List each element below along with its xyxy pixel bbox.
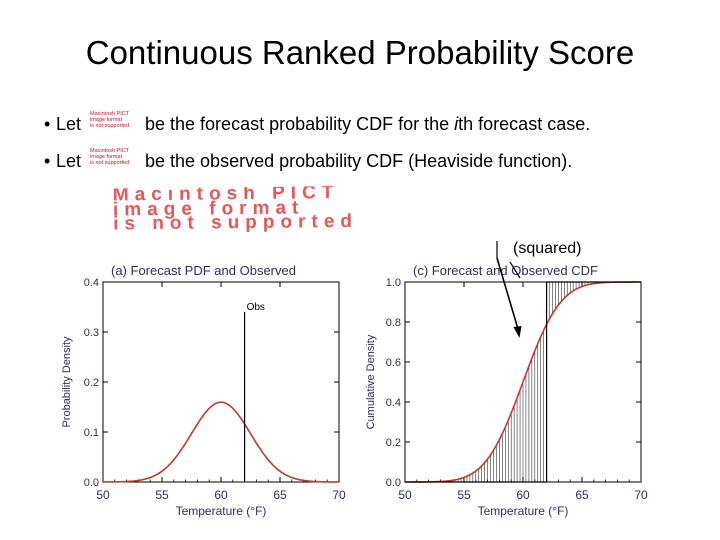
annotation-arrows xyxy=(496,241,522,338)
y-tick-label: 0.2 xyxy=(84,377,99,389)
plot-frame xyxy=(102,281,340,483)
x-tick-label: 55 xyxy=(155,488,169,502)
y-tick-label: 0.1 xyxy=(84,427,99,439)
pict-line: image format xyxy=(90,154,123,160)
annotation-arrow-right xyxy=(509,261,521,279)
y-tick-label: 0.4 xyxy=(386,397,401,409)
observation-label: Obs xyxy=(247,302,265,313)
y-tick-label: 0.6 xyxy=(386,357,401,369)
bullet-observed-cdf: • Let be the observed probability CDF (He… xyxy=(44,151,572,172)
slide-title: Continuous Ranked Probability Score xyxy=(85,34,635,71)
pict-placeholder-image-1: Macintosh PICT image format is not suppo… xyxy=(90,110,146,133)
pict-line: image format xyxy=(90,117,123,123)
bullet-let-text: Let xyxy=(56,151,82,171)
y-tick-label: 0.0 xyxy=(386,477,401,489)
y-tick-label: 0.8 xyxy=(386,317,401,329)
y-tick-label: 0.3 xyxy=(84,327,99,339)
pict-line: Macintosh PICT xyxy=(90,148,130,154)
y-axis-label: Cumulative Density xyxy=(365,334,377,429)
y-tick-label: 0.0 xyxy=(84,477,99,489)
x-tick-label: 60 xyxy=(516,488,530,502)
bullet-description: be the forecast probability CDF for the … xyxy=(145,114,590,135)
forecast-curve xyxy=(103,401,339,483)
chart-forecast-cdf: 50 55 60 65 70 0.0 0.2 0.4 0.6 0.8 1.0 (c) Forecast… xyxy=(365,263,648,518)
pict-line: is not supported xyxy=(90,160,130,166)
y-axis-label: Probability Density xyxy=(61,336,73,428)
bullet-let-text: Let xyxy=(56,114,82,134)
x-axis-label: Temperature (°F) xyxy=(176,504,267,518)
pict-line: Macintosh PICT xyxy=(90,111,130,117)
x-tick-label: 70 xyxy=(332,488,346,502)
bullet-text-after-italic: th forecast case. xyxy=(458,114,591,134)
bullet-text-before-italic: be the forecast probability CDF for the xyxy=(145,114,455,134)
x-tick-label: 60 xyxy=(214,488,228,502)
squared-annotation: (squared) xyxy=(513,240,582,257)
annotation-arrow-shaft xyxy=(496,257,521,335)
x-tick-label: 50 xyxy=(96,488,110,502)
chart-title: (c) Forecast and Observed CDF xyxy=(413,263,598,278)
y-tick-label: 1.0 xyxy=(386,277,401,289)
chart-title: (a) Forecast PDF and Observed xyxy=(111,263,296,278)
bullet-description: be the observed probability CDF (Heavisi… xyxy=(145,151,572,172)
x-tick-label: 65 xyxy=(575,488,589,502)
y-tick-label: 0.4 xyxy=(84,277,99,289)
x-tick-label: 50 xyxy=(398,488,412,502)
bullet-italic-i: i xyxy=(454,114,459,134)
crps-shading xyxy=(445,282,601,482)
forecast-curve xyxy=(405,281,641,483)
annotation-arrowhead xyxy=(513,326,522,338)
bullet-text: be the observed probability CDF (Heavisi… xyxy=(145,151,573,171)
pict-line: is not supported xyxy=(90,123,130,129)
bullet-forecast-cdf: • Let be the forecast probability CDF for… xyxy=(44,114,590,135)
bullet-dot: • xyxy=(44,151,51,171)
bullet-dot: • xyxy=(44,114,51,134)
x-tick-label: 65 xyxy=(273,488,287,502)
x-tick-label: 70 xyxy=(634,488,648,502)
x-axis-label: Temperature (°F) xyxy=(478,504,569,518)
x-tick-label: 55 xyxy=(457,488,471,502)
observed-heaviside-cdf xyxy=(405,281,641,483)
pict-placeholder-image-2: Macintosh PICT image format is not suppo… xyxy=(90,147,146,170)
y-tick-label: 0.2 xyxy=(386,437,401,449)
chart-forecast-pdf: 50 55 60 65 70 0.0 0.1 0.2 0.3 0.4 Obs (a) Forecast… xyxy=(61,263,346,518)
